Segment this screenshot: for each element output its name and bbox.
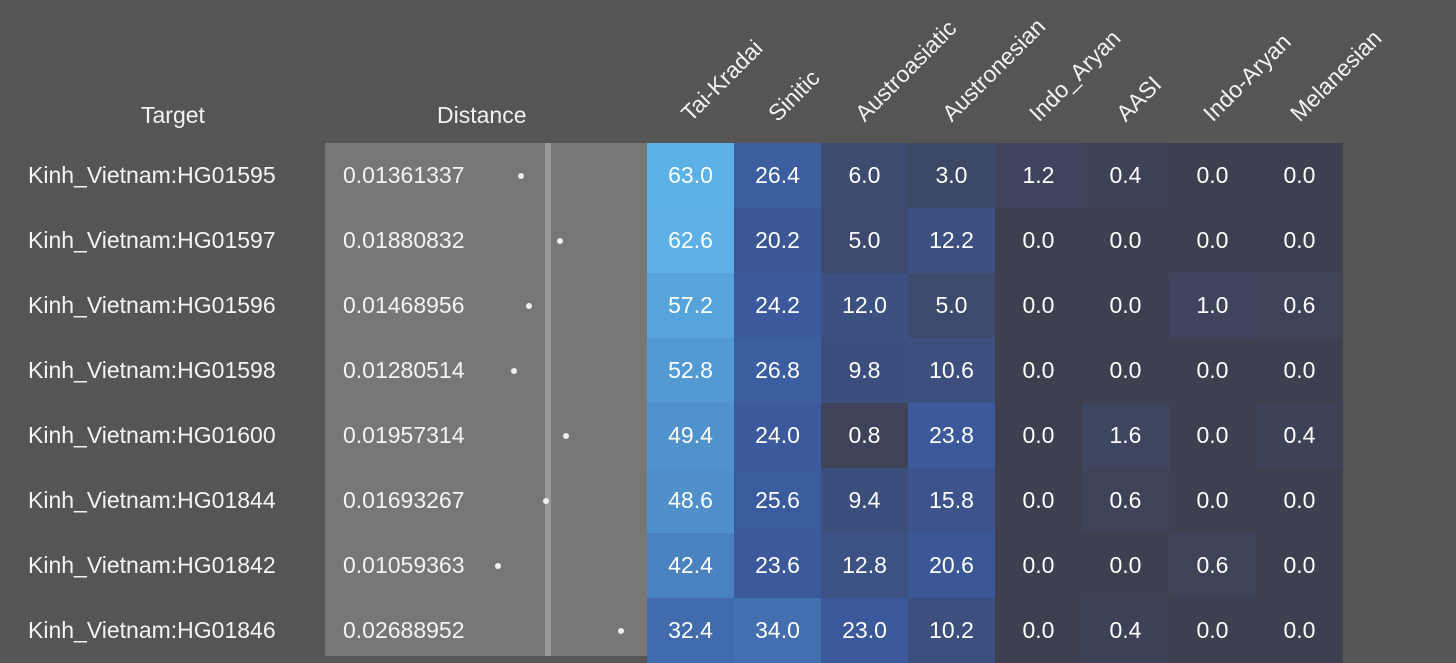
target-label: Kinh_Vietnam:HG01595 [28, 162, 276, 188]
heatmap-cell: 0.4 [1082, 143, 1169, 208]
distance-value: 0.01059363 [343, 552, 465, 578]
heatmap-cell: 12.2 [908, 208, 995, 273]
heatmap-cell: 20.6 [908, 533, 995, 598]
heatmap-cell: 26.4 [734, 143, 821, 208]
heatmap-cell: 5.0 [908, 273, 995, 338]
column-header-5: AASI [1110, 70, 1167, 127]
heatmap-cell: 15.8 [908, 468, 995, 533]
heatmap-cell: 57.2 [647, 273, 734, 338]
heatmap-cell: 0.0 [1256, 598, 1343, 663]
target-label: Kinh_Vietnam:HG01842 [28, 552, 276, 578]
heatmap-cell: 49.4 [647, 403, 734, 468]
heatmap-cell: 6.0 [821, 143, 908, 208]
distance-dot [494, 563, 501, 569]
column-header-7: Melanesian [1284, 24, 1387, 127]
heatmap-cell: 0.0 [1082, 208, 1169, 273]
heatmap-cell: 20.2 [734, 208, 821, 273]
heatmap-cell: 0.0 [1082, 533, 1169, 598]
distance-value: 0.01280514 [343, 357, 465, 383]
distance-dot [562, 433, 569, 439]
heatmap-cell: 0.0 [995, 403, 1082, 468]
heatmap-cell: 10.6 [908, 338, 995, 403]
heatmap-cell: 0.4 [1256, 403, 1343, 468]
distance-dot [618, 628, 625, 634]
distance-dot [517, 173, 524, 179]
target-label: Kinh_Vietnam:HG01596 [28, 292, 276, 318]
heatmap-cell: 5.0 [821, 208, 908, 273]
heatmap-cell: 1.2 [995, 143, 1082, 208]
heatmap-cell: 0.0 [1169, 338, 1256, 403]
heatmap-cell: 0.0 [1169, 403, 1256, 468]
target-column-header: Target [141, 102, 205, 128]
heatmap-cell: 25.6 [734, 468, 821, 533]
heatmap-cell: 0.0 [1256, 468, 1343, 533]
heatmap-cell: 0.0 [1169, 598, 1256, 663]
distance-value: 0.01880832 [343, 227, 465, 253]
heatmap-cell: 0.0 [1256, 533, 1343, 598]
target-label: Kinh_Vietnam:HG01597 [28, 227, 276, 253]
heatmap-cell: 9.8 [821, 338, 908, 403]
heatmap-cell: 0.6 [1256, 273, 1343, 338]
heatmap-cell: 9.4 [821, 468, 908, 533]
heatmap-cell: 0.0 [995, 598, 1082, 663]
heatmap-cell: 34.0 [734, 598, 821, 663]
distance-value: 0.01361337 [343, 162, 465, 188]
heatmap-cell: 62.6 [647, 208, 734, 273]
heatmap-cell: 0.0 [1169, 468, 1256, 533]
heatmap-cell: 23.6 [734, 533, 821, 598]
heatmap-cell: 0.0 [1082, 338, 1169, 403]
heatmap-cell: 23.8 [908, 403, 995, 468]
column-header-0: Tai-Kradai [675, 34, 768, 127]
distance-column-header: Distance [437, 102, 527, 128]
heatmap-cell: 52.8 [647, 338, 734, 403]
heatmap-cell: 24.2 [734, 273, 821, 338]
heatmap-cell: 0.0 [1082, 273, 1169, 338]
heatmap-cell: 0.6 [1169, 533, 1256, 598]
heatmap-cell: 1.0 [1169, 273, 1256, 338]
target-label: Kinh_Vietnam:HG01844 [28, 487, 276, 513]
heatmap-cell: 3.0 [908, 143, 995, 208]
heatmap-cell: 0.0 [1169, 143, 1256, 208]
distance-dot [511, 368, 518, 374]
distance-dot [542, 498, 549, 504]
column-header-1: Sinitic [762, 64, 825, 127]
target-label: Kinh_Vietnam:HG01600 [28, 422, 276, 448]
heatmap-cell: 0.0 [995, 338, 1082, 403]
target-label: Kinh_Vietnam:HG01846 [28, 617, 276, 643]
distance-dot [556, 238, 563, 244]
distance-dot-panel [325, 143, 647, 656]
heatmap-cell: 12.0 [821, 273, 908, 338]
target-label: Kinh_Vietnam:HG01598 [28, 357, 276, 383]
heatmap-cell: 0.0 [1256, 143, 1343, 208]
distance-value: 0.01693267 [343, 487, 465, 513]
heatmap-cell: 0.6 [1082, 468, 1169, 533]
heatmap-cell: 10.2 [908, 598, 995, 663]
heatmap-cell: 42.4 [647, 533, 734, 598]
heatmap-cell: 0.0 [995, 208, 1082, 273]
distance-value: 0.02688952 [343, 617, 465, 643]
heatmap-cell: 0.8 [821, 403, 908, 468]
heatmap-cell: 0.0 [995, 468, 1082, 533]
distance-value: 0.01468956 [343, 292, 465, 318]
column-header-6: Indo-Aryan [1197, 28, 1296, 127]
heatmap-cell: 32.4 [647, 598, 734, 663]
heatmap-cell: 63.0 [647, 143, 734, 208]
heatmap-cell: 12.8 [821, 533, 908, 598]
heatmap-cell: 0.0 [995, 533, 1082, 598]
heatmap-cell: 23.0 [821, 598, 908, 663]
heatmap-cell: 48.6 [647, 468, 734, 533]
heatmap-cell: 0.0 [1256, 338, 1343, 403]
distance-reference-line [545, 143, 551, 656]
distance-dot [525, 303, 532, 309]
distance-value: 0.01957314 [343, 422, 465, 448]
heatmap-cell: 1.6 [1082, 403, 1169, 468]
heatmap-cell: 24.0 [734, 403, 821, 468]
heatmap-cell: 0.4 [1082, 598, 1169, 663]
heatmap-cell: 0.0 [995, 273, 1082, 338]
heatmap-cell: 0.0 [1169, 208, 1256, 273]
heatmap-cell: 0.0 [1256, 208, 1343, 273]
heatmap-cell: 26.8 [734, 338, 821, 403]
